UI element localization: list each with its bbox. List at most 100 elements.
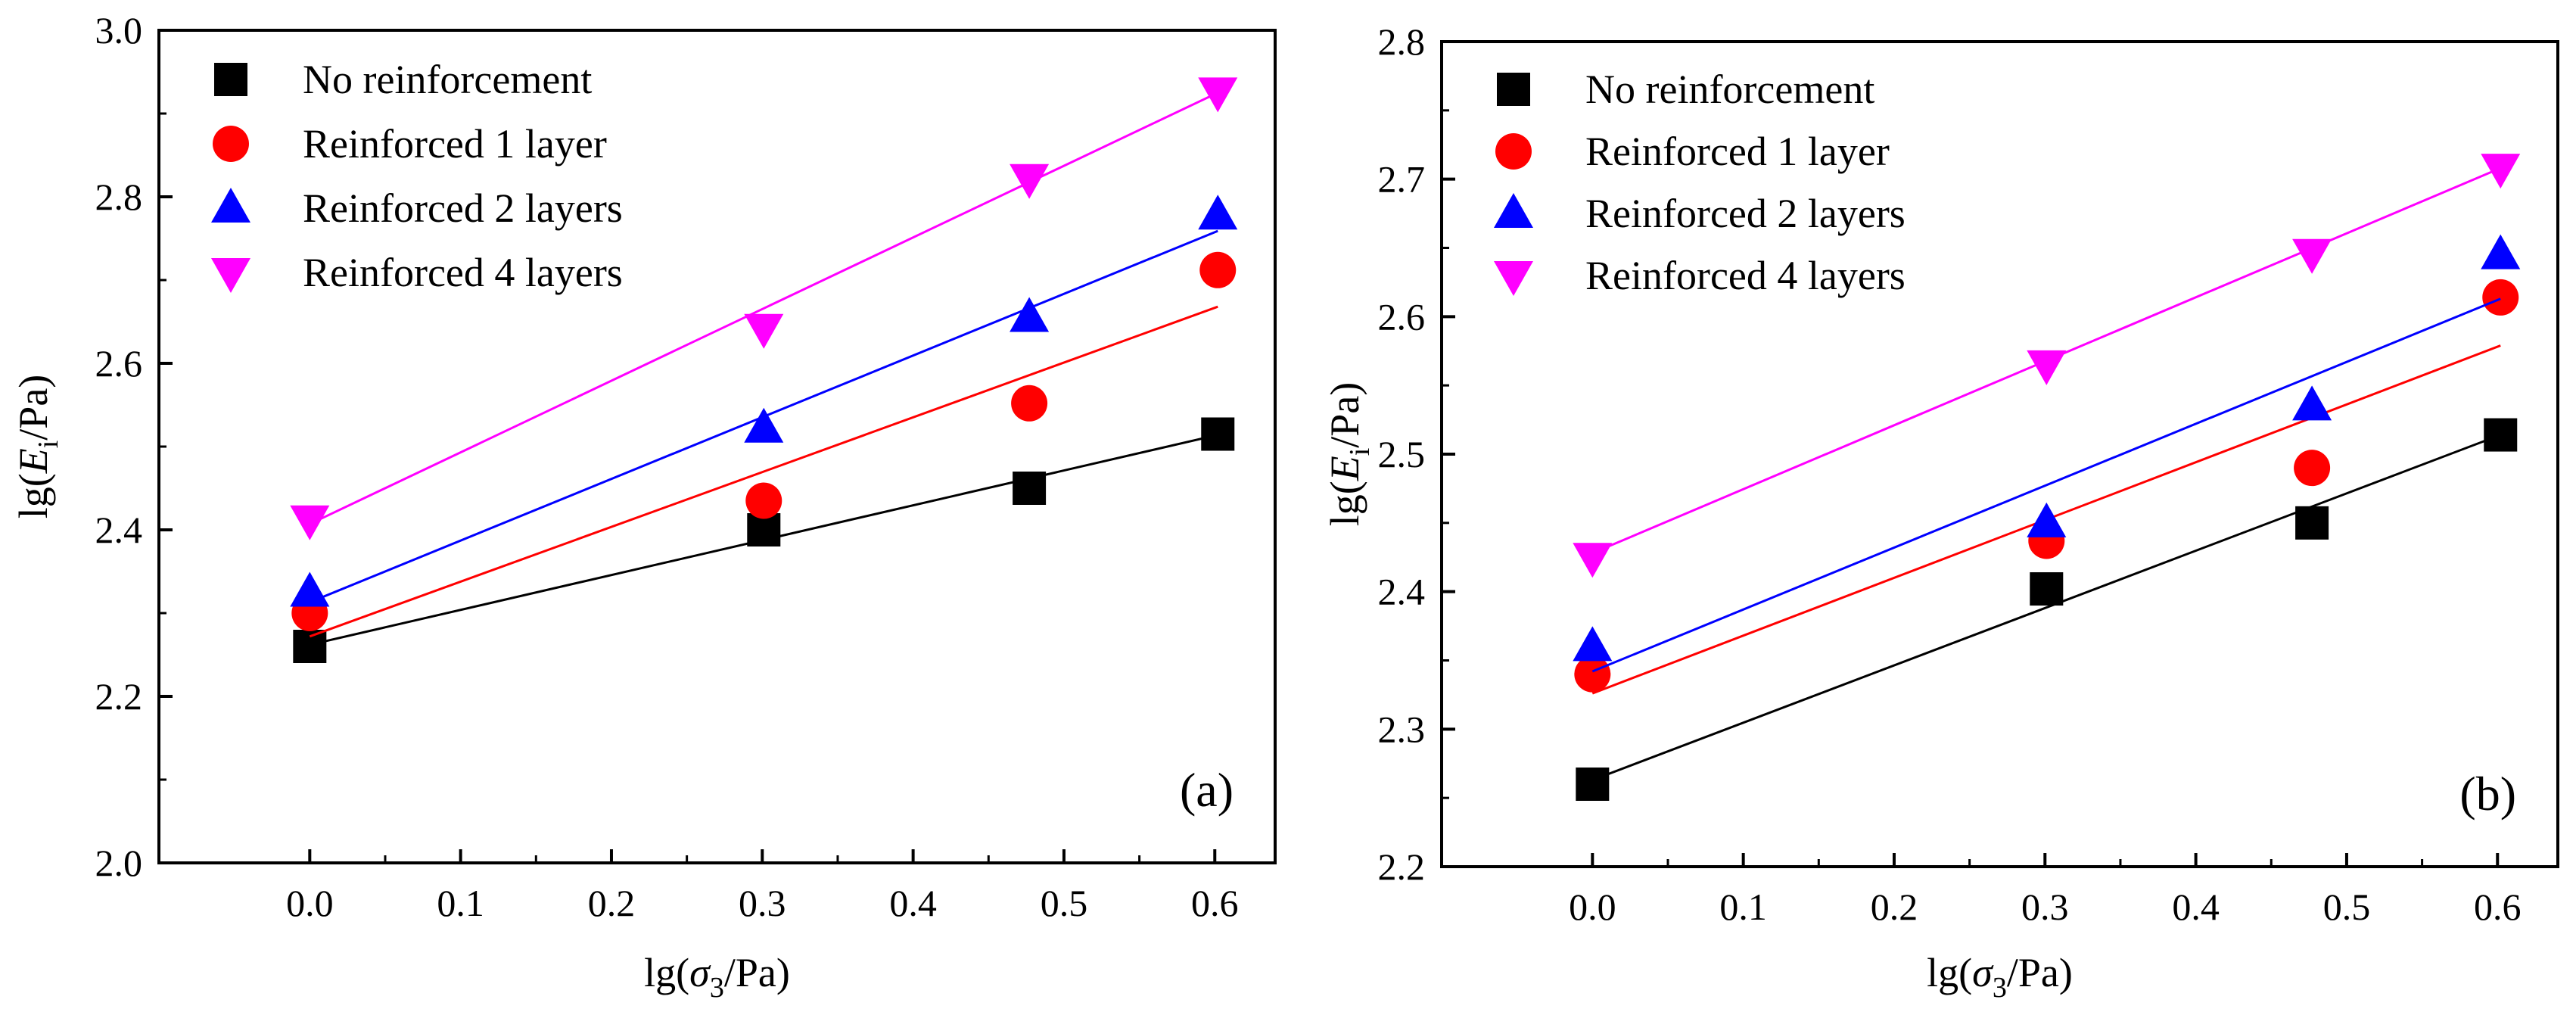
- x-tick-label: 0.0: [286, 882, 334, 924]
- data-point: [2481, 154, 2521, 189]
- legend-label: Reinforced 1 layer: [1585, 129, 1890, 174]
- x-tick-label: 0.2: [1871, 886, 1918, 928]
- x-axis-label-suffix: /Pa): [2007, 950, 2073, 995]
- y-tick-label: 2.7: [1378, 158, 1426, 201]
- y-tick-label: 2.8: [95, 176, 143, 218]
- legend-label: Reinforced 1 layer: [303, 121, 607, 167]
- data-point: [2027, 502, 2067, 537]
- x-axis-label-symbol: σ: [1972, 950, 1994, 995]
- data-point: [2481, 234, 2521, 269]
- legend-label: Reinforced 2 layers: [303, 185, 623, 231]
- x-axis-label-prefix: lg(: [1927, 950, 1972, 995]
- data-point: [2292, 385, 2332, 421]
- legend-marker: [211, 258, 250, 293]
- y-tick-label: 2.4: [95, 509, 143, 551]
- y-axis-label-subscript: i: [1344, 448, 1376, 456]
- x-axis-label-subscript: 3: [1993, 972, 2007, 1004]
- y-tick-label: 2.4: [1378, 571, 1426, 613]
- legend-marker: [1494, 261, 1533, 296]
- fit-line: [309, 92, 1218, 525]
- y-axis-label: lg(Ei/Pa): [11, 375, 64, 519]
- x-axis-label-subscript: 3: [710, 972, 724, 1004]
- data-point: [1576, 768, 1610, 801]
- data-point: [745, 482, 782, 519]
- data-point: [290, 571, 330, 607]
- data-point: [2294, 450, 2331, 487]
- y-axis-label-suffix: /Pa): [1322, 382, 1367, 448]
- x-tick-label: 0.6: [2474, 886, 2522, 928]
- data-point: [1010, 163, 1050, 199]
- legend-marker: [1497, 73, 1530, 106]
- fit-line: [1591, 297, 2501, 673]
- legend-marker: [211, 188, 250, 223]
- data-point: [2484, 418, 2518, 452]
- y-axis-label-prefix: lg(: [11, 473, 56, 518]
- panel-a: 0.0 0.1 0.2 0.3 0.4 0.5 0.6 2.0 2.2 2.4 2.6 2.8 3.0 l…: [11, 9, 1277, 1004]
- y-axis-label-suffix: /Pa): [11, 375, 56, 441]
- data-point: [2030, 572, 2064, 606]
- legend-label: Reinforced 4 layers: [1585, 253, 1906, 298]
- data-point: [2295, 506, 2329, 540]
- data-point: [744, 313, 784, 349]
- legend-label: No reinforcement: [1585, 67, 1874, 112]
- data-point: [1201, 417, 1235, 451]
- x-tick-label: 0.3: [2021, 886, 2069, 928]
- data-point: [2482, 279, 2519, 316]
- data-point: [2027, 350, 2067, 385]
- legend-marker: [213, 126, 249, 162]
- data-point: [1198, 195, 1238, 230]
- x-axis-label: lg(σ3/Pa): [1927, 950, 2073, 1004]
- y-tick-label: 2.6: [95, 342, 143, 385]
- y-axis-label-symbol: E: [11, 448, 56, 474]
- x-tick-label: 0.5: [2323, 886, 2371, 928]
- data-point: [293, 630, 327, 663]
- x-tick-label: 0.4: [2172, 886, 2220, 928]
- y-tick-label: 2.6: [1378, 295, 1426, 338]
- data-point: [1011, 385, 1048, 422]
- panel-label: (b): [2459, 767, 2516, 820]
- data-point: [1010, 297, 1050, 332]
- y-axis-label-symbol: E: [1322, 456, 1367, 481]
- data-point: [1199, 251, 1237, 288]
- x-tick-label: 0.4: [889, 882, 937, 924]
- y-tick-label: 2.0: [95, 842, 143, 884]
- legend-marker: [214, 63, 247, 96]
- legend-marker: [1495, 133, 1532, 170]
- x-tick-label: 0.5: [1041, 882, 1088, 924]
- data-point: [1013, 472, 1047, 505]
- x-tick-label: 0.0: [1569, 886, 1616, 928]
- fit-line: [309, 305, 1218, 638]
- y-tick-label: 3.0: [95, 9, 143, 51]
- legend-label: No reinforcement: [303, 57, 592, 102]
- x-axis-label-symbol: σ: [689, 950, 711, 995]
- y-tick-label: 2.5: [1378, 433, 1426, 475]
- y-axis-label-subscript: i: [33, 441, 64, 449]
- y-tick-label: 2.3: [1378, 708, 1426, 750]
- x-axis-label-prefix: lg(: [644, 950, 689, 995]
- y-tick-label: 2.8: [1378, 20, 1426, 63]
- y-tick-label: 2.2: [95, 675, 143, 718]
- data-point: [1573, 543, 1613, 578]
- data-point: [1198, 77, 1238, 113]
- x-tick-label: 0.6: [1191, 882, 1239, 924]
- x-axis-label: lg(σ3/Pa): [644, 950, 790, 1004]
- legend-label: Reinforced 2 layers: [1585, 191, 1906, 236]
- data-point: [744, 407, 784, 443]
- data-point: [290, 505, 330, 540]
- x-tick-label: 0.1: [437, 882, 484, 924]
- x-tick-label: 0.3: [739, 882, 786, 924]
- data-point: [2292, 238, 2332, 274]
- legend-label: Reinforced 4 layers: [303, 250, 623, 295]
- fit-line: [1591, 434, 2501, 781]
- data-point: [1574, 655, 1611, 693]
- x-tick-label: 0.1: [1719, 886, 1767, 928]
- y-axis-label: lg(Ei/Pa): [1322, 382, 1376, 527]
- x-tick-label: 0.2: [588, 882, 636, 924]
- x-axis-label-suffix: /Pa): [724, 950, 790, 995]
- y-axis-label-prefix: lg(: [1322, 481, 1367, 526]
- panel-label: (a): [1180, 763, 1234, 817]
- data-point: [1573, 626, 1613, 662]
- panel-b: 0.0 0.1 0.2 0.3 0.4 0.5 0.6 2.2 2.3 2.4 2.5 2.6 2.7 2…: [1322, 20, 2559, 1004]
